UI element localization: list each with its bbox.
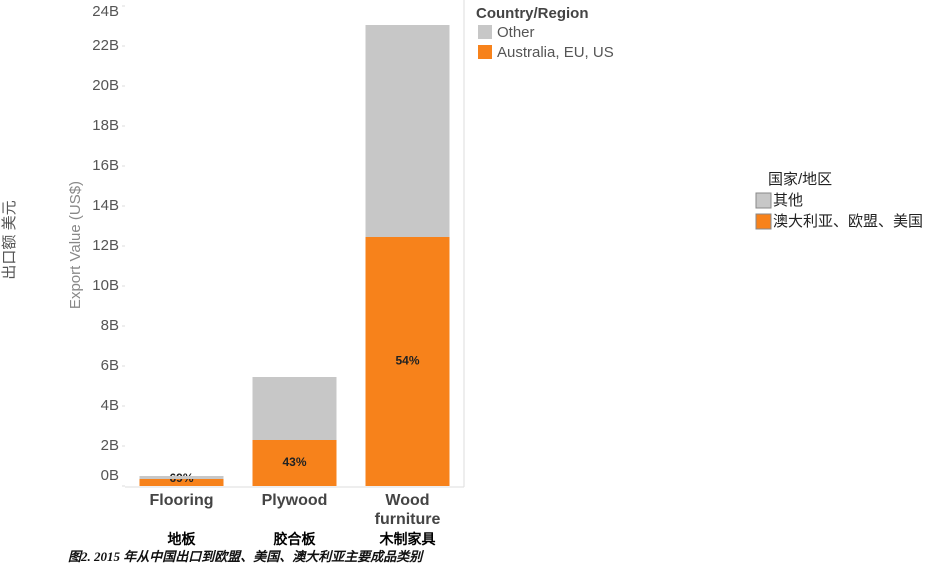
bar-segment (365, 25, 450, 237)
y-tick-label: 22B (92, 37, 119, 54)
legend-swatch (478, 45, 492, 59)
legend-label-alt: 澳大利亚、欧盟、美国 (773, 213, 923, 230)
x-tick-label-alt: 木制家具 (379, 531, 436, 547)
legend-title: Country/Region (476, 5, 589, 22)
legend-label: Australia, EU, US (497, 44, 614, 61)
legend-swatch-alt (755, 192, 772, 209)
bar-segment (139, 476, 224, 479)
y-tick-label: 6B (101, 357, 119, 374)
bar-segment (252, 440, 337, 486)
y-tick-label: 2B (101, 437, 119, 454)
legend-title-alt: 国家/地区 (768, 171, 832, 188)
bar-segment (365, 237, 450, 486)
x-tick-label-alt: 胶合板 (273, 531, 316, 547)
y-label-alt: 出口额 美元 (1, 200, 18, 279)
legend-swatch-alt (755, 213, 772, 230)
y-tick-label: 20B (92, 77, 119, 94)
y-tick-label: 10B (92, 277, 119, 294)
x-tick-label: Plywood (261, 492, 328, 509)
x-tick-label: Flooring (149, 492, 214, 509)
bar-segment (252, 377, 337, 440)
caption: 图2. 2015 年从中国出口到欧盟、美国、澳大利亚主要成品类别 (68, 549, 424, 564)
y-tick-label: 14B (92, 197, 119, 214)
y-tick-label: 18B (92, 117, 119, 134)
y-tick-label: 12B (92, 237, 119, 254)
legend-label-alt: 其他 (773, 192, 803, 209)
legend-label: Other (497, 24, 535, 41)
y-tick-label: 4B (101, 397, 119, 414)
x-tick-label: Wood furniture (374, 492, 441, 528)
y-tick-label: 16B (92, 157, 119, 174)
x-tick-label-alt: 地板 (167, 531, 196, 547)
y-tick-label: 8B (101, 317, 119, 334)
legend-swatch (478, 25, 492, 39)
share-label: 54% (395, 354, 419, 368)
bar-segment (139, 479, 224, 486)
share-label: 43% (282, 455, 306, 469)
y-label: Export Value (US$) (67, 181, 84, 309)
y-tick-label: 24B (92, 3, 119, 20)
y-tick-label: 0B (101, 467, 119, 484)
